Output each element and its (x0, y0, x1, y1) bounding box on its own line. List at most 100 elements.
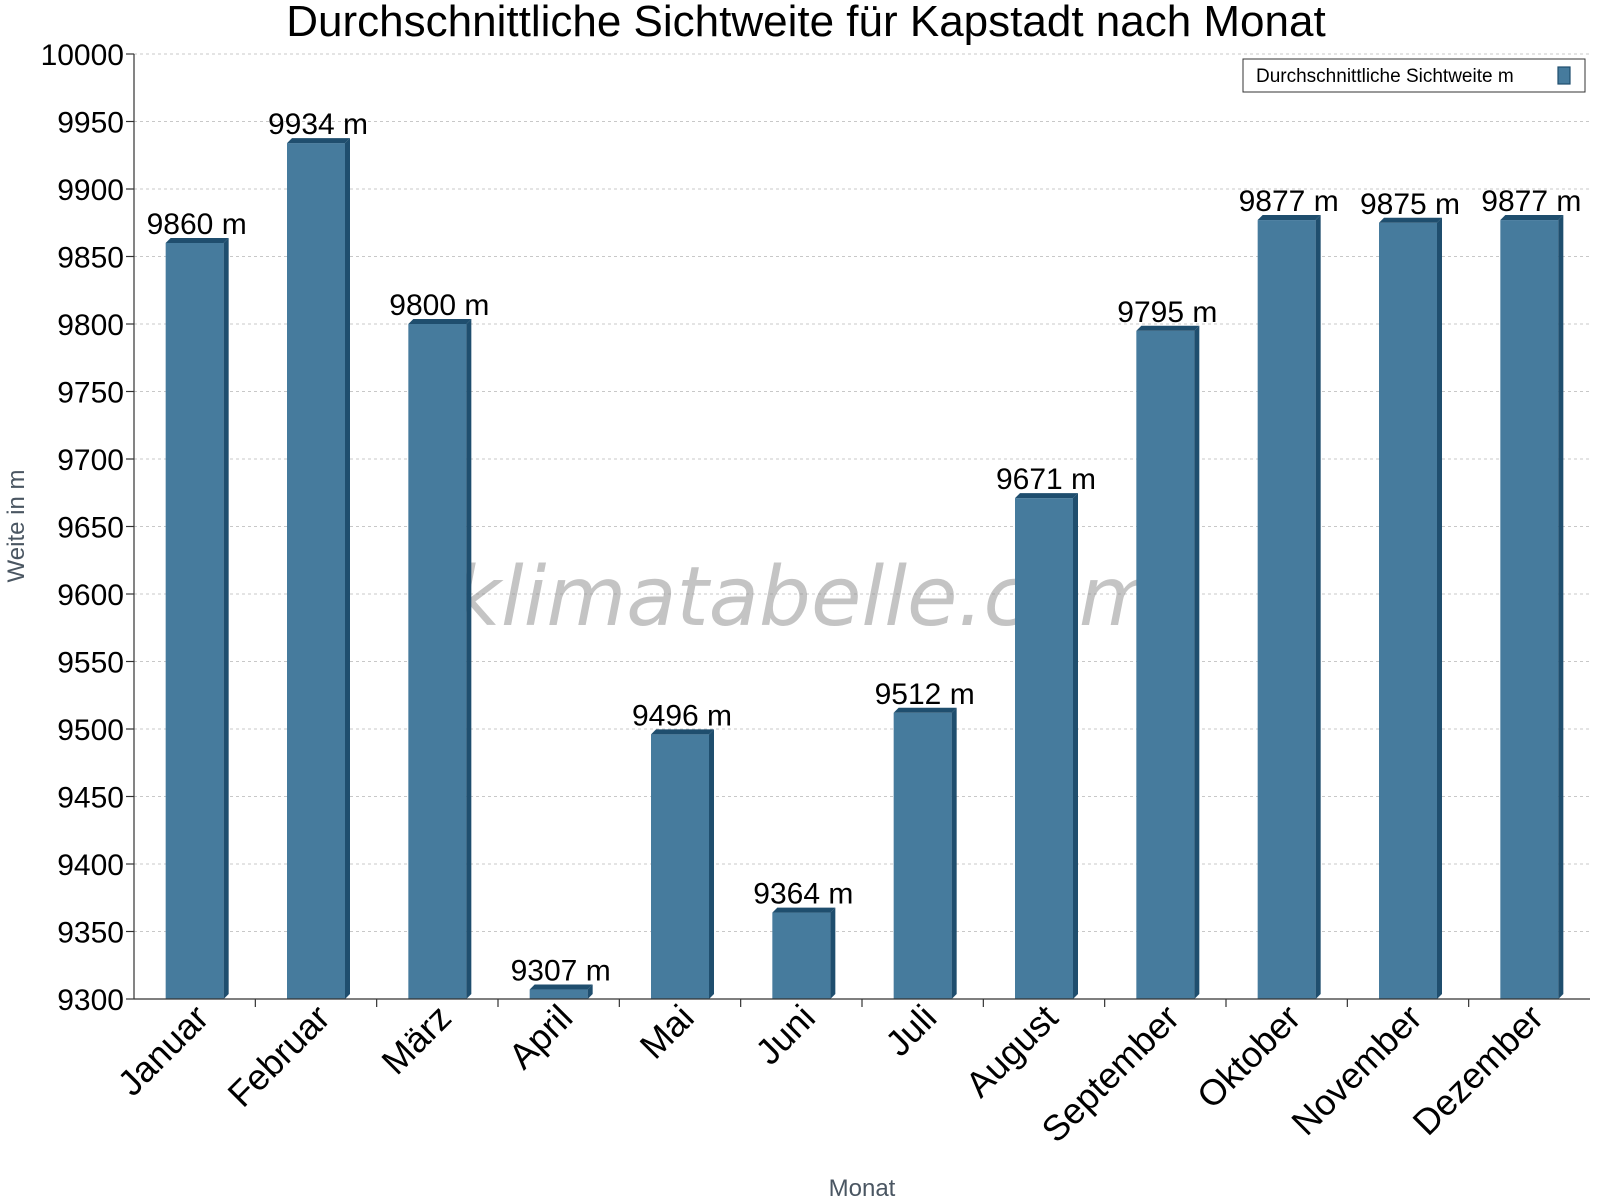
x-tick-label: Juli (877, 997, 944, 1064)
bar-side (1073, 493, 1078, 999)
y-tick-label: 9300 (57, 984, 124, 1017)
bar-front (893, 712, 952, 999)
data-label: 9512 m (875, 678, 975, 711)
bar (1379, 217, 1442, 999)
bar-side (830, 907, 836, 999)
y-tick-label: 9700 (57, 444, 124, 477)
bar (287, 138, 350, 1000)
x-tick-label: November (1283, 997, 1429, 1143)
x-tick-label: Oktober (1189, 997, 1309, 1117)
bar (1500, 215, 1564, 1000)
data-label: 9795 m (1117, 296, 1217, 329)
bars (165, 138, 1564, 1000)
y-tick-label: 9900 (57, 174, 124, 207)
x-tick-label: Februar (220, 997, 338, 1115)
x-tick-label: August (957, 997, 1065, 1105)
x-tick-label: Mai (632, 997, 702, 1067)
data-label: 9307 m (511, 955, 611, 988)
x-tick-labels: Januar Februar März April Mai Juni Juli AugustS… (109, 997, 1551, 1151)
bar-top (772, 907, 836, 913)
x-tick-label: Januar (109, 997, 216, 1104)
legend-label: Durchschnittliche Sichtweite m (1256, 66, 1514, 87)
data-label: 9934 m (268, 108, 368, 141)
bar-side (1558, 215, 1564, 1000)
bar-front (1136, 330, 1195, 999)
y-tick-label: 9550 (57, 647, 124, 680)
y-tick-label: 9750 (57, 377, 124, 410)
grid-lines (134, 53, 1590, 932)
data-label: 9364 m (753, 878, 853, 911)
y-tick-label: 9650 (57, 512, 124, 545)
bar (1136, 325, 1200, 999)
data-labels: 9860 m 9934 m 9800 m 9307 m 9496 m 9364 m 9512… (147, 108, 1582, 987)
legend-box (1242, 58, 1586, 93)
y-tick-label: 9850 (57, 242, 124, 275)
y-tick-label: 9350 (57, 917, 124, 950)
bar (772, 907, 836, 999)
bar (165, 238, 229, 999)
x-tick-label: März (373, 997, 459, 1083)
data-label: 9860 m (147, 208, 247, 241)
bar (1015, 493, 1078, 999)
x-axis-label: Monat (829, 1175, 896, 1200)
y-tick-label: 9500 (57, 714, 124, 747)
bar-front (165, 243, 224, 999)
data-label: 9875 m (1360, 188, 1460, 221)
bar-front (1500, 220, 1559, 1000)
y-tick-label: 9800 (57, 309, 124, 342)
bar-top (1257, 215, 1321, 221)
data-label: 9877 m (1481, 185, 1581, 218)
x-tick-label: April (500, 997, 580, 1077)
legend: Durchschnittliche Sichtweite m (1242, 58, 1586, 93)
y-tick-label: 10000 (41, 39, 124, 72)
bar (1257, 215, 1321, 1000)
bar-side (1194, 325, 1200, 999)
x-tick-label: Dezember (1405, 997, 1551, 1143)
bar-top (529, 984, 593, 990)
bar-front (529, 989, 588, 999)
bar-top (165, 238, 229, 243)
bar-front (1015, 498, 1073, 999)
bar-top (893, 707, 957, 713)
data-label: 9496 m (632, 699, 732, 732)
bar-side (1437, 217, 1442, 999)
bar-front (1257, 220, 1316, 1000)
bar-top (651, 729, 714, 735)
data-label: 9800 m (389, 289, 489, 322)
y-tick-label: 9950 (57, 107, 124, 140)
bar-top (1500, 215, 1564, 221)
y-axis-label: Weite in m (3, 470, 30, 583)
bar-side (345, 138, 350, 1000)
bar-side (1315, 215, 1321, 1000)
y-tick-label: 9600 (57, 579, 124, 612)
chart-title: Durchschnittliche Sichtweite für Kapstad… (286, 0, 1325, 46)
bar (651, 729, 714, 999)
bar-side (951, 707, 957, 999)
bar-front (408, 324, 467, 999)
bar-top (1136, 325, 1200, 331)
data-label: 9877 m (1239, 185, 1339, 218)
x-tick-label: Juni (747, 997, 823, 1073)
axes (126, 53, 1590, 1007)
y-tick-labels: 9300 9350 9400 9450 9500 9550 9600 9650 9700 9750… (41, 39, 124, 1017)
bar-top (287, 138, 350, 144)
legend-swatch (1557, 66, 1571, 85)
bar-top (1015, 493, 1078, 499)
bar (408, 319, 472, 999)
bar (529, 984, 593, 999)
bar (893, 707, 957, 999)
bar-side (709, 729, 714, 999)
y-tick-label: 9400 (57, 849, 124, 882)
bar-front (1379, 222, 1437, 999)
bar-front (651, 734, 709, 999)
data-label: 9671 m (996, 463, 1096, 496)
bar-top (408, 319, 472, 324)
bar-side (223, 238, 229, 999)
y-tick-label: 9450 (57, 782, 124, 815)
bar-side (466, 319, 472, 999)
bar-top (1379, 217, 1442, 223)
bar-side (587, 984, 593, 999)
bar-front (287, 143, 345, 1000)
bar-front (772, 912, 831, 999)
